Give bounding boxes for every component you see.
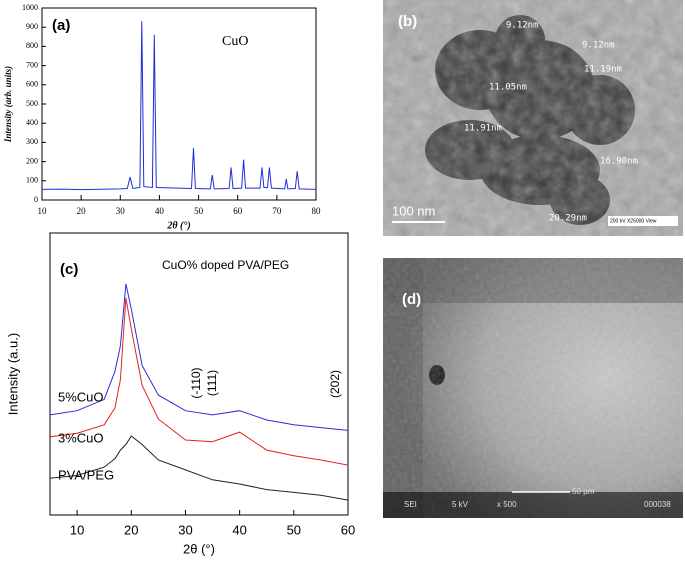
plot-frame bbox=[41, 7, 317, 201]
subtitle: CuO% doped PVA/PEG bbox=[162, 258, 289, 272]
y-tick-label: 600 bbox=[26, 80, 38, 89]
panel-title: (a) bbox=[52, 17, 70, 34]
x-tick-label: 70 bbox=[272, 206, 282, 216]
sem-footer: 5 kV bbox=[452, 500, 469, 509]
y-tick-label: 100 bbox=[26, 176, 38, 185]
data-line bbox=[49, 283, 349, 431]
size-label: 9.12nm bbox=[506, 21, 539, 31]
annotation: CuO bbox=[222, 34, 248, 49]
sem-footer: 50 µm bbox=[572, 487, 595, 496]
x-tick-label: 30 bbox=[116, 206, 126, 216]
y-tick-label: 300 bbox=[26, 137, 38, 146]
plot-frame bbox=[49, 232, 349, 516]
data-line bbox=[41, 21, 317, 191]
size-label: 9.12nm bbox=[582, 41, 615, 51]
y-tick-label: 0 bbox=[34, 195, 38, 204]
peak-label: (-110) bbox=[189, 367, 203, 398]
x-tick-label: 10 bbox=[70, 522, 84, 537]
y-tick-label: 800 bbox=[26, 41, 38, 50]
peak-label: (111) bbox=[205, 370, 219, 396]
series-label: 5%CuO bbox=[58, 389, 104, 404]
size-label: 11.05nm bbox=[489, 83, 527, 93]
series-label: PVA/PEG bbox=[58, 467, 114, 482]
sem-footer: x 500 bbox=[497, 500, 517, 509]
x-axis-label: 2θ (°) bbox=[183, 541, 215, 556]
x-tick-label: 50 bbox=[287, 522, 301, 537]
sem-footer: SEI bbox=[404, 500, 417, 509]
y-tick-label: 400 bbox=[26, 118, 38, 127]
x-tick-label: 30 bbox=[178, 522, 192, 537]
tem-image bbox=[383, 0, 683, 236]
x-tick-label: 20 bbox=[77, 206, 87, 216]
y-tick-label: 200 bbox=[26, 156, 38, 165]
peak-label: (202) bbox=[328, 370, 342, 398]
scale-bar-label: 100 nm bbox=[392, 203, 435, 218]
image-info: 200 kV X25000 View bbox=[610, 218, 657, 224]
y-tick-label: 1000 bbox=[22, 3, 38, 12]
size-label: 20.29nm bbox=[549, 214, 587, 224]
data-line bbox=[49, 297, 349, 466]
x-tick-label: 20 bbox=[124, 522, 138, 537]
x-tick-label: 60 bbox=[341, 522, 355, 537]
x-tick-label: 60 bbox=[233, 206, 243, 216]
x-tick-label: 40 bbox=[232, 522, 246, 537]
y-axis-label: Intensity (arb. units) bbox=[3, 66, 13, 143]
size-label: 11.91nm bbox=[464, 124, 502, 134]
x-tick-label: 40 bbox=[155, 206, 165, 216]
x-axis-label: 2θ (°) bbox=[166, 220, 190, 231]
y-tick-label: 700 bbox=[26, 60, 38, 69]
sem-image bbox=[383, 258, 683, 518]
y-tick-label: 900 bbox=[26, 22, 38, 31]
panel-title: (b) bbox=[398, 13, 417, 30]
x-tick-label: 80 bbox=[312, 206, 322, 216]
size-label: 11.19nm bbox=[584, 65, 622, 75]
panel-title: (c) bbox=[60, 261, 78, 278]
x-tick-label: 50 bbox=[194, 206, 204, 216]
y-axis-label: Intensity (a.u.) bbox=[5, 333, 20, 415]
y-tick-label: 500 bbox=[26, 99, 38, 108]
panel-title: (d) bbox=[402, 291, 421, 308]
data-line bbox=[49, 435, 349, 501]
size-label: 16.90nm bbox=[600, 157, 638, 167]
series-label: 3%CuO bbox=[58, 430, 104, 445]
x-tick-label: 10 bbox=[38, 206, 48, 216]
sem-footer: 000038 bbox=[644, 500, 671, 509]
